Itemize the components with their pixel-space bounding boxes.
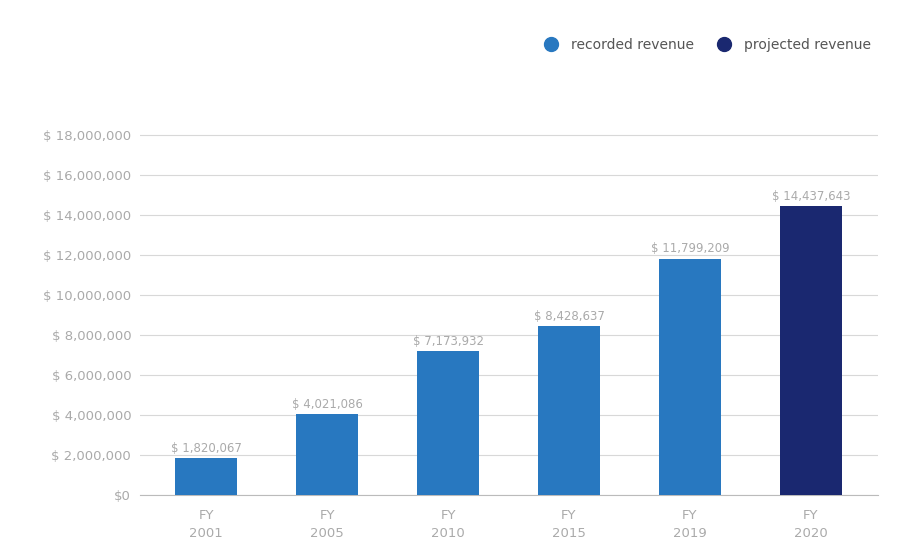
Text: Historical Revenue: Historical Revenue [11, 17, 180, 35]
Text: $ 14,437,643: $ 14,437,643 [771, 190, 850, 203]
Text: $ 4,021,086: $ 4,021,086 [292, 398, 363, 411]
Text: $ 1,820,067: $ 1,820,067 [171, 442, 241, 455]
Legend: recorded revenue, projected revenue: recorded revenue, projected revenue [537, 38, 870, 52]
Bar [295, 414, 358, 495]
Bar [175, 458, 238, 495]
Text: $ 8,428,637: $ 8,428,637 [534, 310, 605, 323]
Bar [537, 326, 600, 495]
Bar [417, 351, 480, 495]
Bar [659, 259, 722, 495]
Text: $ 11,799,209: $ 11,799,209 [651, 243, 729, 255]
Bar [779, 206, 842, 495]
Text: $ 7,173,932: $ 7,173,932 [412, 335, 483, 348]
